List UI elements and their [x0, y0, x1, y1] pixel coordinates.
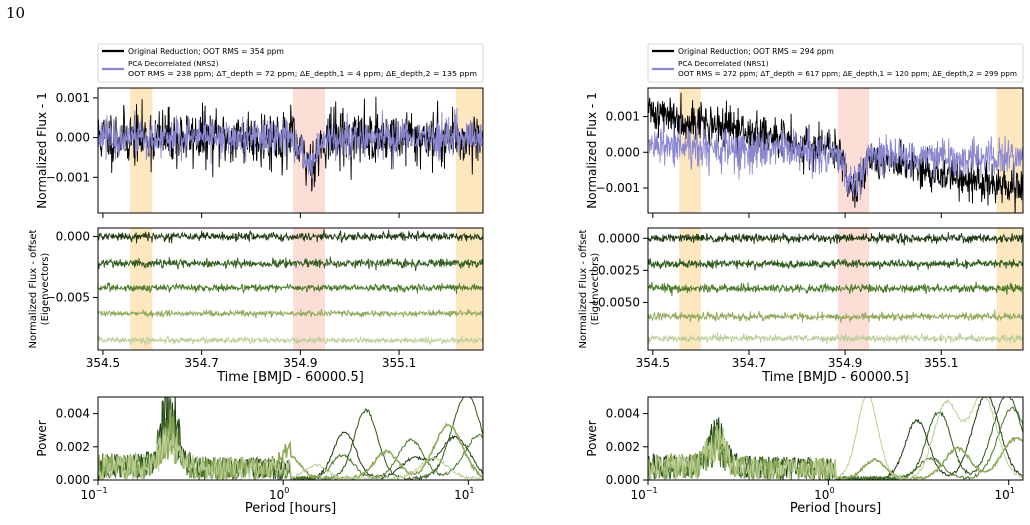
axes-frame [647, 396, 1024, 481]
legend-entry-original: Original Reduction; OOT RMS = 354 ppm [128, 47, 284, 56]
series-pca [98, 108, 483, 179]
y-tick-label: 0.000 [56, 473, 90, 487]
y-tick-label: 0.004 [56, 407, 90, 421]
legend: Original Reduction; OOT RMS = 294 ppm PCA… [647, 43, 1024, 83]
eigenvector-3 [98, 282, 483, 295]
eigenvector-2 [98, 256, 483, 271]
eigenvector-panel: 0.0000 −0.0025 −0.0050 354.5 354.7 354.9 355.1… [578, 227, 1024, 385]
y-tick-label: 0.002 [606, 440, 640, 454]
y-tick-label: 0.000 [606, 145, 640, 159]
legend-entry-pca-details: OOT RMS = 238 ppm; ΔT_depth = 72 ppm; ΔE… [128, 69, 477, 78]
x-tick-label: 10−1 [630, 486, 657, 502]
ingress-egress-band [130, 228, 153, 350]
legend-entry-pca: PCA Decorrelated (NRS1) [678, 59, 769, 68]
page-number: 10 [6, 4, 26, 22]
series-original [648, 92, 1023, 213]
y-axis-label-2: (Eigenvectors) [590, 253, 601, 326]
power-series-5 [648, 397, 1023, 480]
y-tick-label: −0.005 [46, 291, 90, 305]
legend-entry-original: Original Reduction; OOT RMS = 294 ppm [678, 47, 834, 56]
legend-entry-pca-details: OOT RMS = 272 ppm; ΔT_depth = 617 ppm; Δ… [678, 69, 1017, 78]
eigenvector-3 [648, 281, 1023, 297]
eigenvector-4 [648, 309, 1023, 323]
y-axis-label: Normalized Flux - 1 [585, 92, 599, 208]
y-axis-label: Normalized Flux - offset [28, 229, 39, 348]
y-tick-label: 0.0000 [598, 231, 640, 245]
legend: Original Reduction; OOT RMS = 354 ppm PCA… [97, 43, 484, 83]
series-pca [648, 117, 1023, 200]
y-tick-label: −0.001 [596, 181, 640, 195]
x-tick-label: 100 [269, 486, 289, 502]
x-tick-label: 354.7 [732, 356, 766, 370]
axes-frame [647, 227, 1024, 351]
y-tick-label: 0.002 [56, 440, 90, 454]
y-axis-label: Power [35, 420, 49, 456]
y-tick-label: −0.001 [46, 170, 90, 184]
x-axis-label: Time [BMJD - 60000.5] [216, 370, 364, 385]
y-tick-label: 0.000 [56, 230, 90, 244]
eigenvector-5 [648, 331, 1023, 344]
y-axis-label: Power [585, 420, 599, 456]
x-tick-label: 354.5 [636, 356, 670, 370]
y-axis-label: Normalized Flux - offset [578, 229, 589, 348]
eigenvector-1 [98, 229, 483, 244]
y-tick-label: 0.000 [56, 131, 90, 145]
x-tick-label: 354.5 [86, 356, 120, 370]
x-axis-label: Period [hours] [245, 501, 336, 516]
y-tick-label: 0.001 [56, 91, 90, 105]
x-tick-label: 354.7 [184, 356, 218, 370]
x-tick-label: 101 [454, 486, 474, 502]
y-tick-label: −0.0050 [588, 295, 640, 309]
y-tick-label: 0.000 [606, 473, 640, 487]
x-tick-label: 101 [995, 486, 1015, 502]
x-axis-label: Period [hours] [790, 501, 881, 516]
x-tick-label: 354.9 [283, 356, 317, 370]
periodogram-panel: 0.000 0.002 0.004 10−1 100 101 Power Period [ho… [585, 396, 1024, 516]
eigenvector-2 [648, 257, 1023, 271]
x-tick-label: 354.9 [828, 356, 862, 370]
x-axis-label: Time [BMJD - 60000.5] [761, 370, 909, 385]
x-tick-label: 100 [814, 486, 834, 502]
y-axis-label-2: (Eigenvectors) [40, 253, 51, 326]
axes-frame [97, 396, 484, 481]
axes-frame [97, 227, 484, 351]
axes-frame [97, 87, 484, 214]
periodogram-panel: 0.000 0.002 0.004 10−1 100 101 Power Period [ho… [35, 396, 484, 516]
y-tick-label: −0.0025 [588, 263, 640, 277]
axes-frame [647, 87, 1024, 214]
legend-entry-pca: PCA Decorrelated (NRS2) [128, 59, 219, 68]
x-tick-label: 355.1 [924, 356, 958, 370]
x-tick-label: 355.1 [382, 356, 416, 370]
legend-box [97, 43, 484, 83]
eigenvector-5 [98, 334, 483, 346]
eigenvector-1 [648, 232, 1023, 246]
legend-box [647, 43, 1024, 83]
eigenvector-panel: 0.000 −0.005 354.5 354.7 354.9 355.1 Normalize… [28, 227, 484, 385]
x-tick-label: 10−1 [80, 486, 107, 502]
y-tick-label: 0.004 [606, 407, 640, 421]
eigenvector-4 [98, 308, 483, 319]
y-tick-label: 0.001 [606, 110, 640, 124]
power-series-5 [98, 426, 483, 480]
y-axis-label: Normalized Flux - 1 [35, 92, 49, 208]
